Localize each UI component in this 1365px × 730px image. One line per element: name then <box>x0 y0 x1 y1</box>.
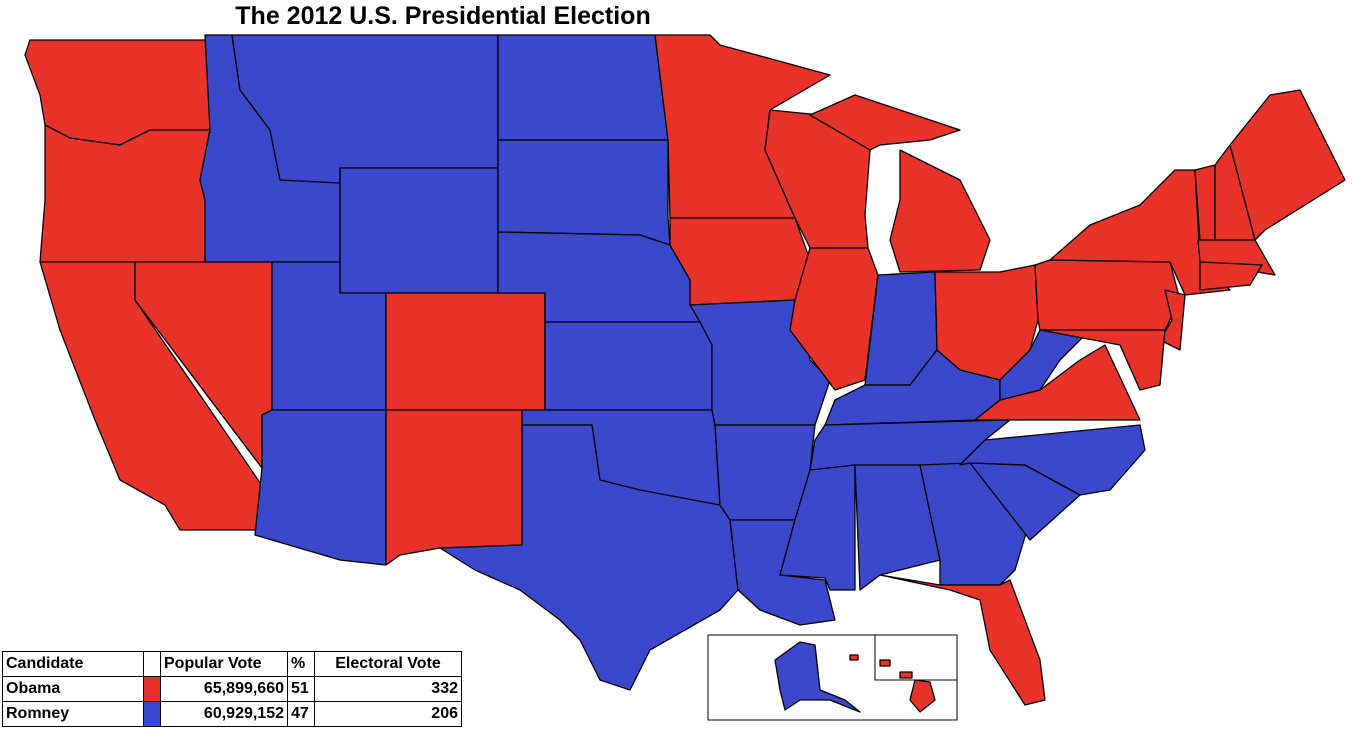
table-cell: 60,929,152 <box>160 701 288 727</box>
state <box>669 217 811 306</box>
color-swatch <box>143 676 161 702</box>
state <box>385 409 523 566</box>
header-cell: % <box>287 651 315 677</box>
state <box>774 641 861 713</box>
state <box>339 167 499 294</box>
table-cell: 332 <box>314 676 462 702</box>
state <box>809 94 961 151</box>
state <box>889 149 991 273</box>
state <box>439 424 739 691</box>
state <box>497 139 671 246</box>
state <box>254 409 387 566</box>
state <box>497 34 669 141</box>
color-swatch <box>143 701 161 727</box>
table-row: Obama 65,899,660 51 332 <box>2 676 462 702</box>
table-cell: 51 <box>287 676 315 702</box>
table-cell: 65,899,660 <box>160 676 288 702</box>
table-cell: 47 <box>287 701 315 727</box>
state <box>385 292 546 411</box>
state <box>779 464 856 591</box>
state <box>1159 289 1186 351</box>
table-cell: Obama <box>2 676 144 702</box>
state <box>1034 259 1181 331</box>
state <box>959 424 1146 496</box>
states <box>24 34 1346 706</box>
state <box>854 464 941 591</box>
table-cell: Romney <box>2 701 144 727</box>
state <box>879 659 891 667</box>
state <box>849 654 859 661</box>
header-cell: Candidate <box>2 651 144 677</box>
results-table: Candidate Popular Vote % Electoral Vote … <box>2 651 462 727</box>
state <box>909 679 936 713</box>
header-cell: Electoral Vote <box>314 651 462 677</box>
map-title: The 2012 U.S. Presidential Election <box>235 2 651 30</box>
state <box>1039 329 1166 391</box>
state <box>789 247 879 391</box>
table-row: Romney 60,929,152 47 206 <box>2 701 462 727</box>
state <box>1199 261 1263 291</box>
state <box>879 574 1046 706</box>
header-cell: Popular Vote <box>160 651 288 677</box>
state <box>899 671 913 679</box>
state <box>544 321 713 411</box>
state <box>999 329 1086 401</box>
table-header: Candidate Popular Vote % Electoral Vote <box>2 651 462 677</box>
state <box>1049 169 1231 296</box>
state <box>39 124 211 263</box>
inset <box>707 634 958 721</box>
header-cell <box>143 651 161 677</box>
table-cell: 206 <box>314 701 462 727</box>
